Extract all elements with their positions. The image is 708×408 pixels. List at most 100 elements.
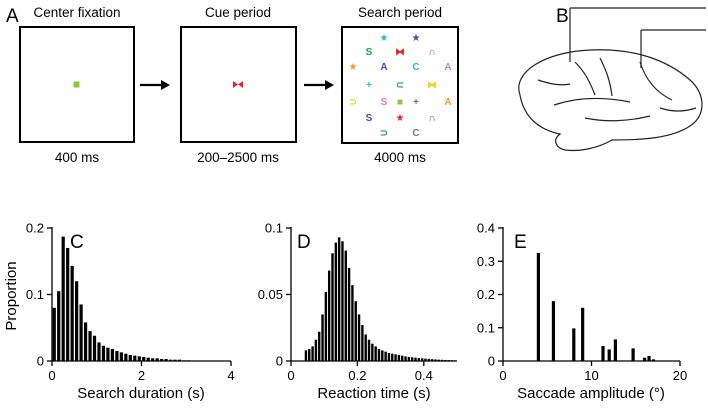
histogram-bar bbox=[155, 358, 159, 361]
histogram-bar bbox=[70, 265, 74, 361]
y-tick-label: 0.05 bbox=[258, 287, 283, 302]
search-item: ★ bbox=[380, 33, 389, 44]
histogram-bar bbox=[420, 358, 424, 361]
search-item: + bbox=[413, 97, 419, 108]
histogram-bar bbox=[318, 331, 321, 361]
y-tick-label: 0.3 bbox=[477, 254, 495, 269]
y-tick-label: 0.1 bbox=[265, 221, 283, 236]
histogram-bar bbox=[308, 349, 311, 361]
histogram-bar bbox=[401, 355, 404, 361]
screen-cue-period: Cue period 200–2500 ms bbox=[180, 5, 297, 165]
y-tick-label: 0 bbox=[488, 354, 495, 369]
chart-saccade-amplitude: E 0 10 20 0 0.1 0.2 0.3 0.4 Saccade amplitude (… bbox=[477, 221, 687, 403]
histogram-bar bbox=[371, 343, 374, 361]
histogram-bar bbox=[92, 335, 97, 361]
search-item: ∩ bbox=[428, 113, 435, 124]
histogram-bar bbox=[361, 325, 364, 361]
x-tick-label: 10 bbox=[584, 368, 598, 383]
histogram-bar bbox=[631, 348, 635, 361]
x-tick-label: 0 bbox=[287, 368, 294, 383]
x-tick-label: 2 bbox=[138, 368, 145, 383]
y-tick-label: 0.4 bbox=[477, 221, 495, 236]
search-item: A bbox=[444, 62, 451, 73]
search-item: ⊃ bbox=[349, 97, 357, 108]
ticks-c: 0 2 4 0 0.1 0.2 bbox=[26, 221, 235, 384]
panel-label-c: C bbox=[70, 232, 84, 253]
search-item: ★ bbox=[349, 62, 358, 73]
histogram-bar bbox=[331, 253, 334, 361]
screen-title-search: Search period bbox=[358, 5, 442, 20]
histogram-bar bbox=[168, 359, 173, 361]
cue-bowtie-icon bbox=[233, 81, 243, 88]
search-item: S bbox=[381, 97, 388, 108]
histogram-bar bbox=[314, 339, 318, 361]
bars-c bbox=[52, 236, 191, 361]
histogram-bar bbox=[410, 357, 414, 361]
histogram-bar bbox=[434, 359, 437, 361]
search-item: ⧓ bbox=[395, 47, 405, 58]
panel-label-d: D bbox=[297, 232, 311, 253]
histogram-bar bbox=[311, 346, 314, 361]
histogram-bar bbox=[66, 247, 70, 361]
panel-label-e: E bbox=[514, 232, 527, 253]
histogram-bar bbox=[581, 307, 585, 361]
histogram-bar bbox=[391, 353, 394, 361]
duration-cue: 200–2500 ms bbox=[197, 150, 279, 165]
histogram-bar bbox=[351, 285, 354, 361]
screen-title-fixation: Center fixation bbox=[33, 5, 120, 20]
ticks-d: 0 0.2 0.4 0 0.05 0.1 bbox=[258, 221, 433, 384]
fixation-point bbox=[73, 81, 80, 88]
histogram-bar bbox=[407, 357, 411, 361]
screen-title-cue: Cue period bbox=[205, 5, 271, 20]
search-item: A bbox=[444, 97, 451, 108]
duration-search: 4000 ms bbox=[374, 150, 426, 165]
x-tick-label: 4 bbox=[227, 368, 234, 383]
histogram-bar bbox=[387, 353, 391, 361]
histogram-bar bbox=[142, 357, 146, 361]
brain-outline bbox=[518, 49, 703, 152]
sulcus-1 bbox=[599, 57, 613, 97]
y-tick-label: 0.2 bbox=[477, 287, 495, 302]
bars-d bbox=[304, 237, 457, 361]
search-item: S bbox=[366, 47, 373, 58]
histogram-bar bbox=[417, 358, 421, 361]
search-item: S bbox=[366, 113, 373, 124]
search-array: ★ ★S ⧓ ∩★ A C A+ ⊂ ⧓⊃ S ■ + AS ★ ∩⊃ C bbox=[349, 33, 452, 139]
sylvian-fissure bbox=[553, 97, 631, 106]
histogram-bar bbox=[151, 358, 155, 361]
screen-search-period: Search period ★ ★S ⧓ ∩★ A C A+ ⊂ ⧓⊃ S ■ + AS ★ ∩⊃ C 400… bbox=[341, 5, 459, 165]
ticks-e: 0 10 20 0 0.1 0.2 0.3 0.4 bbox=[477, 221, 687, 384]
histogram-bar bbox=[613, 339, 617, 361]
temporal-sulcus bbox=[584, 115, 651, 122]
histogram-bar bbox=[106, 347, 110, 361]
x-axis-label-c: Search duration (s) bbox=[77, 385, 205, 402]
histogram-bar bbox=[115, 351, 119, 361]
search-item: C bbox=[412, 128, 419, 139]
y-tick-label: 0 bbox=[37, 354, 44, 369]
x-tick-label: 20 bbox=[673, 368, 687, 383]
histogram-bar bbox=[83, 322, 88, 361]
brain-illustration bbox=[518, 7, 706, 152]
histogram-bar bbox=[133, 355, 137, 361]
search-item: + bbox=[366, 80, 372, 91]
histogram-bar bbox=[334, 242, 338, 361]
histogram-bar bbox=[397, 355, 401, 361]
histogram-bar bbox=[427, 358, 430, 361]
histogram-bar bbox=[344, 250, 347, 361]
search-item: C bbox=[412, 62, 419, 73]
chart-search-duration: Proportion C 0 2 4 0 0.1 0.2 Search duration … bbox=[3, 221, 235, 403]
histogram-bar bbox=[381, 350, 384, 361]
chart-reaction-time: D 0 0.2 0.4 0 0.05 0.1 Reaction time (s) bbox=[258, 221, 457, 402]
central-sulcus bbox=[574, 61, 596, 96]
panel-label-a: A bbox=[6, 6, 19, 27]
histogram-bar bbox=[57, 291, 61, 361]
histogram-bar bbox=[414, 357, 417, 361]
histogram-bar bbox=[404, 356, 407, 361]
histogram-bar bbox=[52, 307, 56, 361]
histogram-bar bbox=[124, 353, 128, 361]
histogram-bar bbox=[79, 304, 83, 361]
histogram-bar bbox=[137, 356, 141, 361]
histogram-bar bbox=[119, 352, 123, 361]
search-item: ∩ bbox=[428, 47, 435, 58]
